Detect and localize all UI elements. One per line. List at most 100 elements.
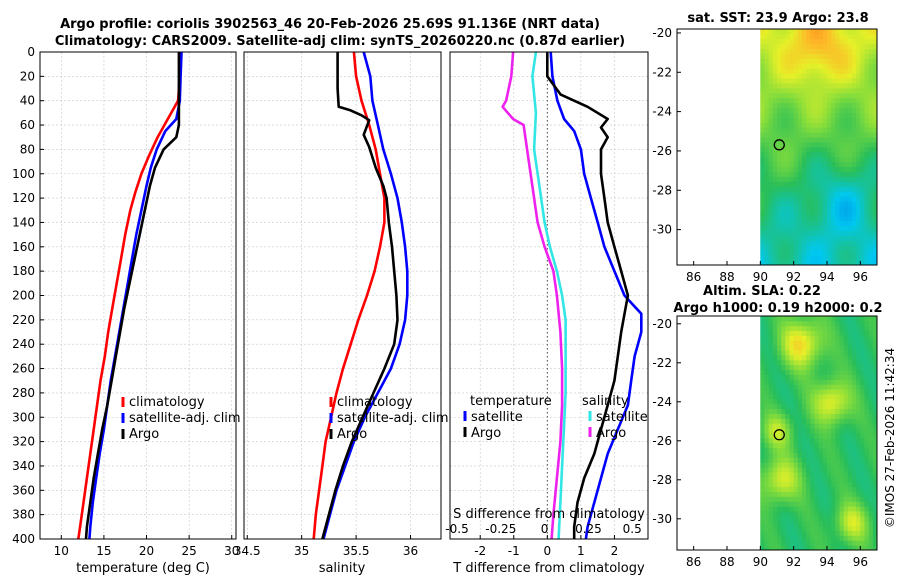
map-cell — [847, 369, 853, 375]
map-cell — [760, 107, 765, 113]
map-cell — [864, 43, 870, 50]
map-cell — [785, 413, 790, 419]
map-cell — [827, 545, 832, 551]
map-cell — [856, 374, 861, 380]
map-cell — [872, 535, 878, 541]
map-cell — [856, 359, 861, 366]
map-cell — [839, 369, 845, 375]
map-cell — [868, 545, 874, 551]
map-cell — [810, 423, 815, 429]
map-cell — [768, 428, 774, 434]
map-cell — [831, 325, 836, 332]
map-cell — [860, 132, 865, 138]
map-cell — [789, 418, 795, 424]
map-cell — [847, 389, 853, 395]
map-cell — [872, 68, 878, 74]
map-cell — [831, 151, 836, 158]
map-cell — [789, 496, 795, 502]
map-cell — [847, 92, 853, 99]
map-cell — [852, 240, 857, 246]
map-cell — [839, 408, 845, 414]
map-cell — [872, 340, 878, 346]
map-cell — [777, 88, 782, 94]
map-cell — [814, 191, 820, 197]
map-cell — [872, 240, 878, 246]
map-cell — [822, 413, 828, 419]
map-cell — [860, 486, 865, 492]
map-cell — [839, 191, 845, 197]
map-cell — [777, 166, 782, 172]
map-cell — [814, 389, 820, 395]
map-cell — [772, 472, 778, 478]
map-cell — [835, 43, 840, 50]
map-cell — [793, 320, 799, 327]
map-cell — [789, 384, 795, 390]
map-cell — [822, 245, 828, 251]
map-cell — [797, 102, 803, 109]
map-cell — [860, 225, 865, 231]
map-cell — [868, 156, 874, 163]
map-cell — [868, 112, 874, 118]
map-cell — [818, 117, 824, 123]
map-cell — [822, 112, 828, 118]
map-cell — [789, 196, 795, 202]
map-cell — [768, 501, 774, 507]
map-cell — [760, 88, 765, 94]
map-cell — [839, 245, 845, 251]
map-cell — [777, 260, 782, 266]
map-cell — [835, 83, 840, 89]
map-cell — [847, 398, 853, 405]
map-cell — [831, 389, 836, 395]
map-cell — [777, 452, 782, 458]
map-cell — [852, 112, 857, 118]
map-cell — [810, 230, 815, 236]
map-cell — [797, 511, 803, 517]
x-tick-label: 2 — [611, 544, 619, 558]
map-cell — [818, 457, 824, 463]
map-cell — [872, 379, 878, 385]
map-cell — [827, 127, 832, 133]
map-x-tick-label: 92 — [786, 555, 801, 569]
series-line-s-argo — [501, 51, 564, 540]
map-cell — [785, 340, 790, 346]
map-cell — [797, 92, 803, 99]
map-cell — [860, 147, 865, 153]
map-cell — [789, 433, 795, 439]
map-cell — [793, 530, 799, 536]
map-cell — [827, 151, 832, 158]
map-cell — [785, 68, 790, 74]
map-cell — [852, 384, 857, 390]
map-cell — [760, 53, 765, 59]
map-cell — [852, 225, 857, 231]
map-cell — [864, 215, 870, 222]
map-cell — [827, 122, 832, 128]
map-cell — [797, 320, 803, 327]
map-cell — [864, 132, 870, 138]
map-cell — [810, 122, 815, 128]
map-cell — [793, 137, 799, 143]
y-tick-label: 360 — [12, 483, 35, 497]
map-cell — [768, 171, 774, 177]
map-cell — [847, 43, 853, 50]
map-cell — [797, 63, 803, 69]
map-cell — [781, 48, 786, 54]
map-cell — [760, 181, 765, 187]
map-cell — [789, 345, 795, 351]
map-cell — [797, 379, 803, 385]
map-cell — [847, 260, 853, 266]
map-cell — [797, 442, 803, 449]
map-cell — [810, 486, 815, 492]
map-y-tick-label: -28 — [652, 183, 672, 197]
map-cell — [810, 389, 815, 395]
map-cell — [764, 320, 770, 327]
map-cell — [789, 235, 795, 241]
map-cell — [843, 472, 849, 478]
map-cell — [860, 102, 865, 109]
legend-argo-label: Argo — [337, 427, 367, 442]
map-cell — [864, 379, 870, 385]
map-cell — [831, 171, 836, 177]
map-cell — [760, 320, 765, 327]
map-cell — [852, 423, 857, 429]
map-cell — [777, 359, 782, 366]
map-cell — [831, 403, 836, 410]
